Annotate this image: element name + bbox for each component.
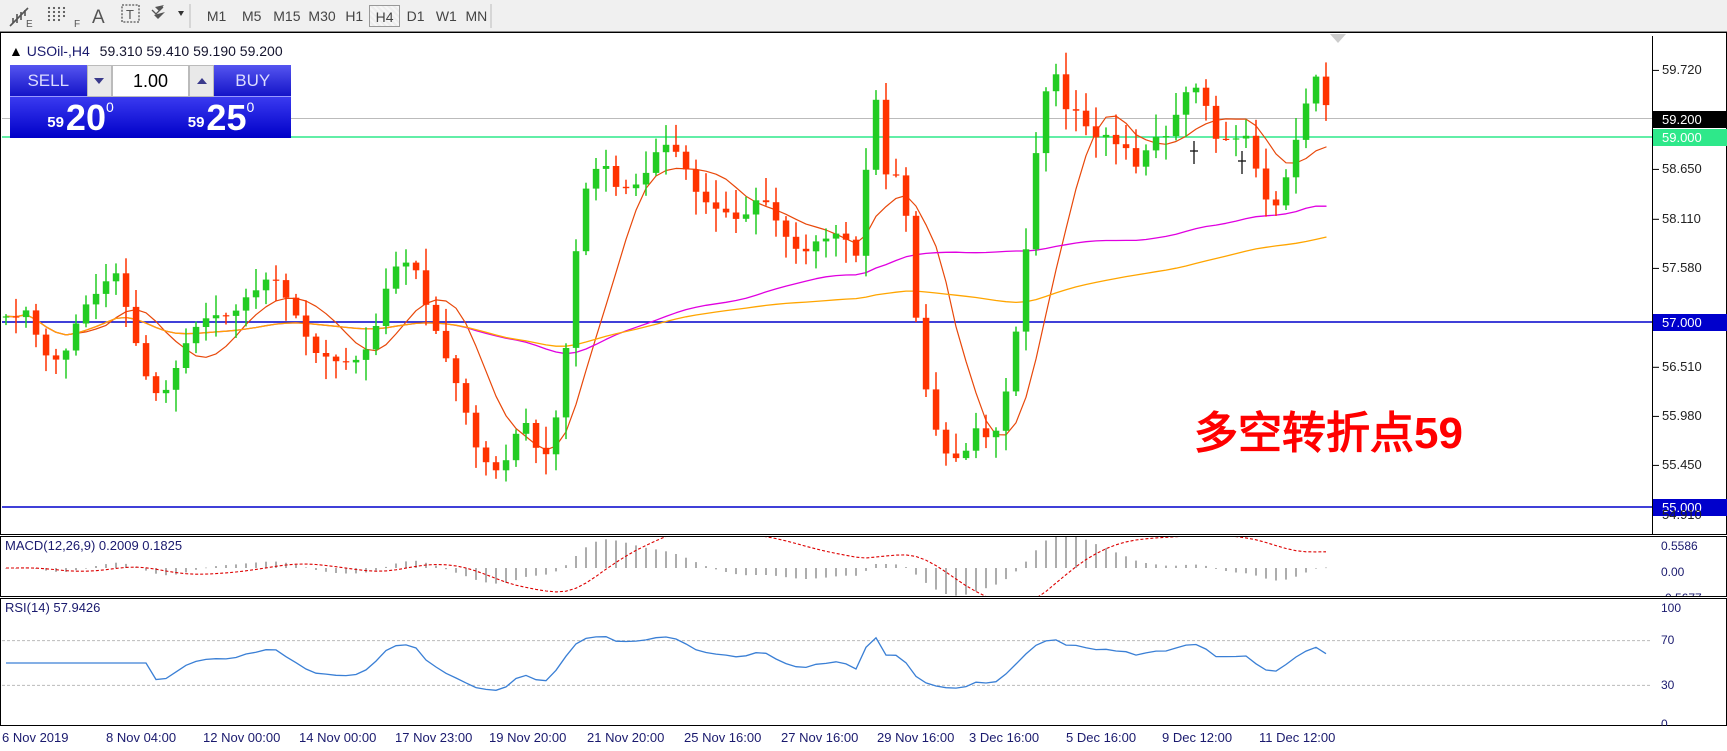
- svg-text:A: A: [92, 7, 105, 28]
- svg-text:E: E: [26, 19, 33, 30]
- svg-text:多空转折点59: 多空转折点59: [1194, 409, 1463, 458]
- svg-text:F: F: [74, 19, 80, 30]
- svg-text:T: T: [126, 7, 134, 22]
